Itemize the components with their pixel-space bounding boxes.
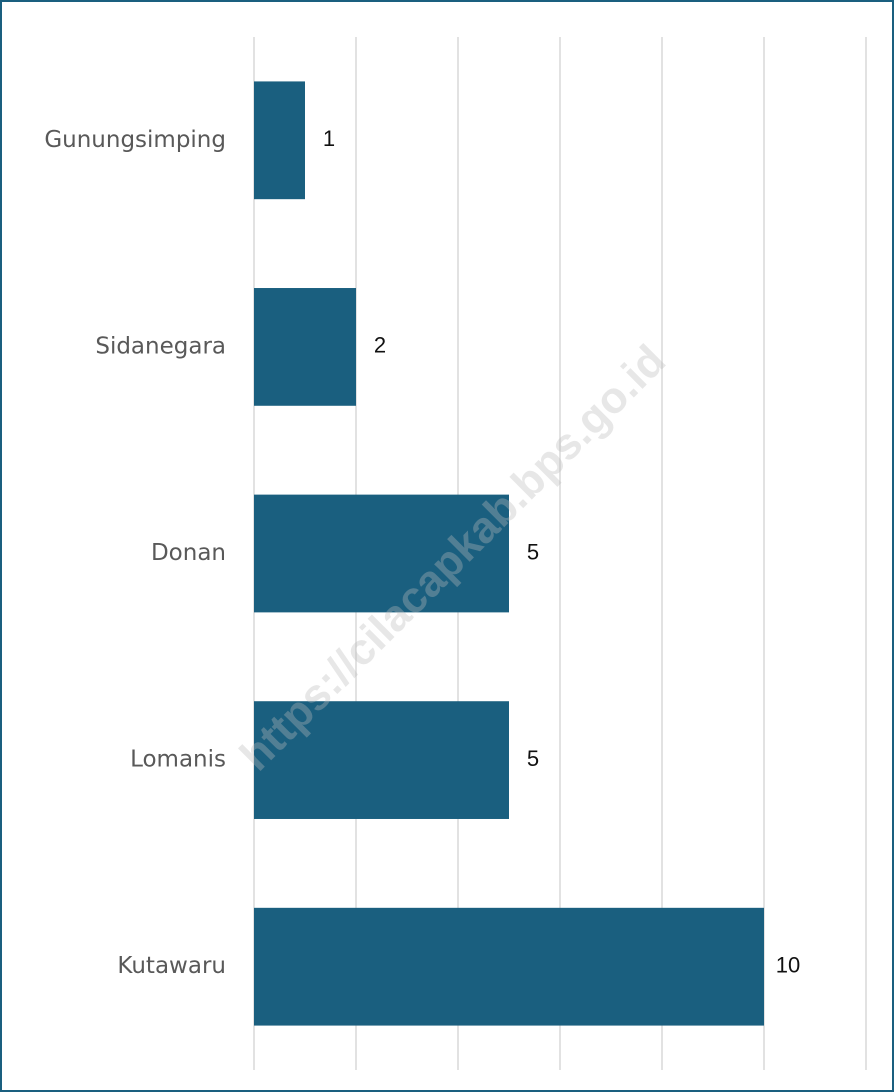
- value-label: 10: [776, 953, 800, 978]
- value-label: 5: [527, 746, 539, 771]
- value-label: 2: [374, 333, 386, 358]
- bar: [254, 701, 509, 819]
- value-label: 1: [323, 126, 335, 151]
- bar: [254, 494, 509, 613]
- y-tick-label: Gunungsimping: [44, 127, 226, 153]
- bar: [254, 81, 305, 200]
- bar: [254, 907, 764, 1026]
- y-tick-label: Donan: [151, 540, 226, 566]
- y-tick-label: Kutawaru: [117, 953, 226, 979]
- bar: [254, 288, 356, 406]
- y-tick-label: Sidanegara: [95, 333, 226, 359]
- value-label: 5: [527, 539, 539, 564]
- y-tick-label: Lomanis: [130, 747, 226, 773]
